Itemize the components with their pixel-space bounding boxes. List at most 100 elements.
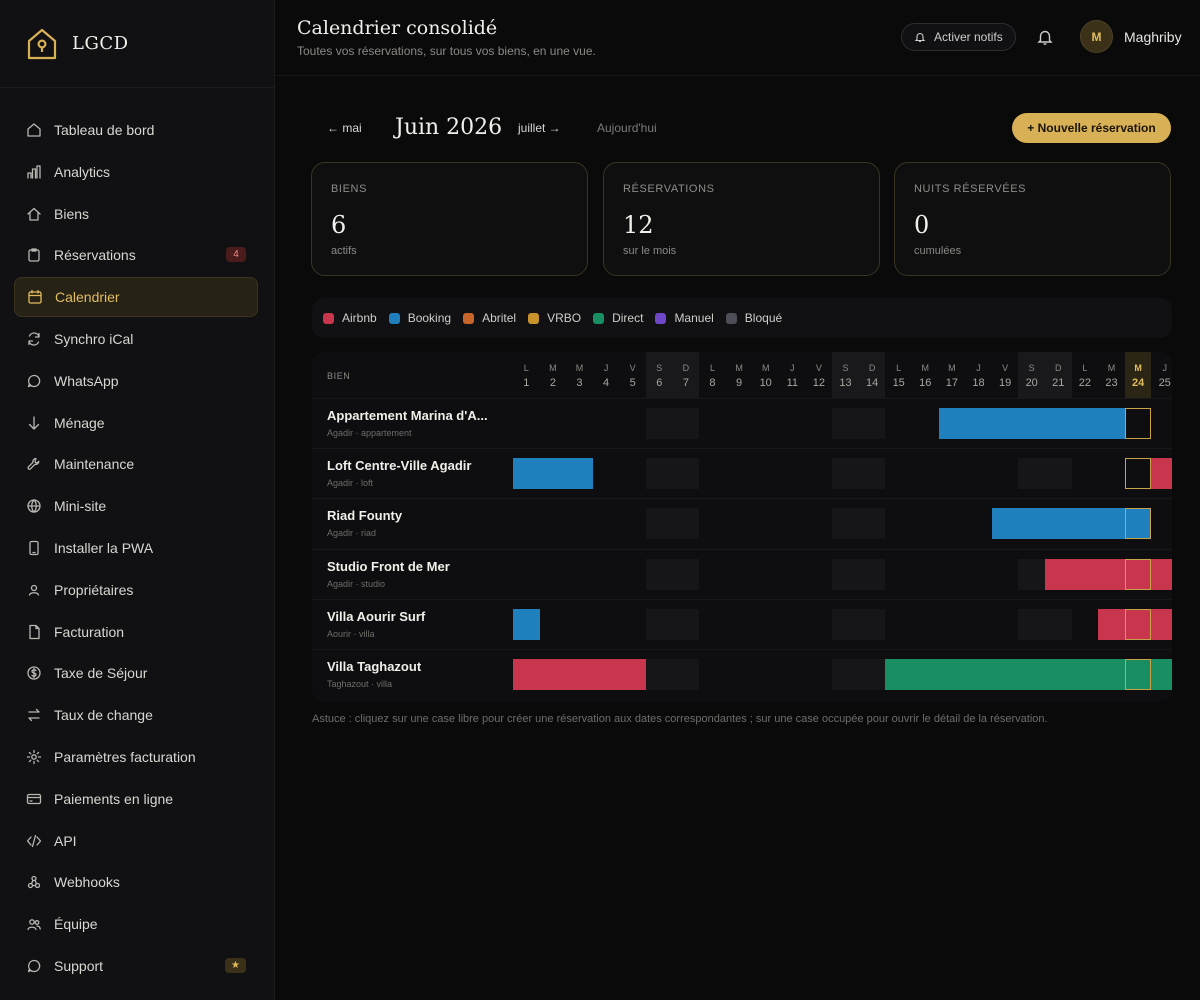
booking-bar-booking[interactable] <box>991 508 1152 540</box>
code-icon <box>26 833 42 849</box>
weekend-cell[interactable] <box>832 608 886 640</box>
sidebar-item-label: Propriétaires <box>54 581 134 598</box>
today-cell[interactable] <box>1124 408 1151 439</box>
day-header: D 21 <box>1045 352 1072 398</box>
sidebar-item-paramètres-facturation[interactable]: Paramètres facturation <box>14 737 258 777</box>
legend-label: Bloqué <box>744 311 783 325</box>
weekend-cell[interactable] <box>646 508 700 540</box>
booking-bar-airbnb[interactable] <box>1045 558 1172 590</box>
sidebar-item-maintenance[interactable]: Maintenance <box>14 444 258 484</box>
legend-swatch <box>463 312 475 324</box>
weekend-cell[interactable] <box>646 408 700 439</box>
weekend-cell[interactable] <box>646 608 700 640</box>
weekend-cell[interactable] <box>1018 608 1072 640</box>
day-number: 1 <box>523 377 530 389</box>
sidebar-item-réservations[interactable]: Réservations 4 <box>14 235 258 275</box>
sidebar-item-facturation[interactable]: Facturation <box>14 612 258 652</box>
property-row[interactable]: Studio Front de Mer Agadir · studio <box>312 548 1172 599</box>
property-name[interactable]: Riad Founty <box>327 508 403 524</box>
day-number: 10 <box>759 377 772 389</box>
legend-item: Booking <box>388 311 451 325</box>
weekend-cell[interactable] <box>1018 458 1072 490</box>
booking-bar-airbnb[interactable] <box>1098 608 1172 640</box>
sidebar-item-tableau-de-bord[interactable]: Tableau de bord <box>14 110 258 150</box>
weekend-cell[interactable] <box>646 458 700 490</box>
user-name[interactable]: Maghriby <box>1124 29 1182 45</box>
day-number: 3 <box>576 377 583 389</box>
property-row[interactable]: Villa Taghazout Taghazout · villa <box>312 649 1172 699</box>
sidebar-item-ménage[interactable]: Ménage <box>14 403 258 443</box>
weekend-cell[interactable] <box>832 508 886 540</box>
today-cell[interactable] <box>1124 608 1151 640</box>
property-name[interactable]: Appartement Marina d'A... <box>327 408 488 423</box>
legend-item: Manuel <box>655 311 714 325</box>
sidebar-item-synchro-ical[interactable]: Synchro iCal <box>14 319 258 359</box>
weekend-cell[interactable] <box>832 408 886 439</box>
today-button[interactable]: Aujourd'hui <box>597 121 657 135</box>
day-number: 5 <box>629 377 636 389</box>
bell-icon <box>914 33 926 43</box>
weekend-cell[interactable] <box>832 659 886 690</box>
property-location: Aourir · villa <box>327 628 375 639</box>
weekend-cell[interactable] <box>832 558 886 590</box>
legend-label: Abritel <box>482 311 517 325</box>
sidebar-item-équipe[interactable]: Équipe <box>14 904 258 944</box>
prev-month-button[interactable]: ← mai <box>327 121 362 135</box>
notifications-bell-icon[interactable] <box>1036 28 1054 46</box>
sidebar-item-paiements-en-ligne[interactable]: Paiements en ligne <box>14 779 258 819</box>
sidebar-item-api[interactable]: API <box>14 821 258 861</box>
weekend-cell[interactable] <box>646 659 700 690</box>
today-cell[interactable] <box>1124 508 1151 540</box>
property-name[interactable]: Studio Front de Mer <box>327 558 450 574</box>
gear-icon <box>26 749 42 765</box>
property-row[interactable]: Appartement Marina d'A... Agadir · appart… <box>312 398 1172 448</box>
day-number: 16 <box>919 377 932 389</box>
today-cell[interactable] <box>1124 659 1151 690</box>
chat-icon <box>26 958 42 974</box>
booking-bar-booking[interactable] <box>938 408 1125 439</box>
avatar[interactable]: M <box>1080 20 1113 53</box>
house-lock-icon <box>27 28 57 59</box>
sidebar-item-calendrier[interactable]: Calendrier <box>14 277 258 318</box>
property-row[interactable]: Loft Centre-Ville Agadir Agadir · loft <box>312 448 1172 498</box>
day-letter: M <box>761 363 770 373</box>
sidebar-item-installer-la-pwa[interactable]: Installer la PWA <box>14 528 258 568</box>
day-letter: D <box>1055 363 1062 373</box>
property-name[interactable]: Villa Taghazout <box>327 659 422 674</box>
property-name[interactable]: Loft Centre-Ville Agadir <box>327 458 472 474</box>
property-row[interactable]: Riad Founty Agadir · riad <box>312 498 1172 548</box>
activate-notifications-button[interactable]: Activer notifs <box>901 23 1016 51</box>
sidebar-item-propriétaires[interactable]: Propriétaires <box>14 570 258 610</box>
booking-bar-airbnb[interactable] <box>1151 458 1172 490</box>
booking-bar-booking[interactable] <box>513 608 540 640</box>
sidebar-item-label: Paiements en ligne <box>54 790 174 807</box>
booking-bar-airbnb[interactable] <box>513 659 646 690</box>
sidebar-item-label: Support <box>54 957 104 974</box>
weekend-cell[interactable] <box>646 558 700 590</box>
sidebar-item-whatsapp[interactable]: WhatsApp <box>14 361 258 401</box>
sidebar-item-webhooks[interactable]: Webhooks <box>14 862 258 902</box>
booking-bar-booking[interactable] <box>513 458 593 490</box>
weekend-cell[interactable] <box>832 458 886 490</box>
sidebar-item-taxe-de-séjour[interactable]: Taxe de Séjour <box>14 653 258 693</box>
sidebar-item-analytics[interactable]: Analytics <box>14 152 258 192</box>
sidebar-item-label: Facturation <box>54 623 125 640</box>
property-row[interactable]: Villa Aourir Surf Aourir · villa <box>312 598 1172 649</box>
today-cell[interactable] <box>1124 558 1151 590</box>
sidebar-item-biens[interactable]: Biens <box>14 194 258 234</box>
current-month: Juin 2026 <box>395 115 503 140</box>
sidebar-item-label: Webhooks <box>54 874 120 891</box>
day-letter: M <box>921 363 930 373</box>
booking-bar-direct[interactable] <box>885 659 1172 690</box>
sidebar-item-taux-de-change[interactable]: Taux de change <box>14 695 258 735</box>
new-reservation-button[interactable]: + Nouvelle réservation <box>1012 113 1171 143</box>
credit-card-icon <box>26 791 42 807</box>
next-month-button[interactable]: juillet → <box>518 121 561 135</box>
sidebar-item-mini-site[interactable]: Mini-site <box>14 486 258 526</box>
sidebar-item-support[interactable]: Support ★ <box>14 946 258 986</box>
today-cell[interactable] <box>1124 458 1151 490</box>
brand[interactable]: LGCD <box>0 0 274 88</box>
property-name[interactable]: Villa Aourir Surf <box>327 608 426 624</box>
